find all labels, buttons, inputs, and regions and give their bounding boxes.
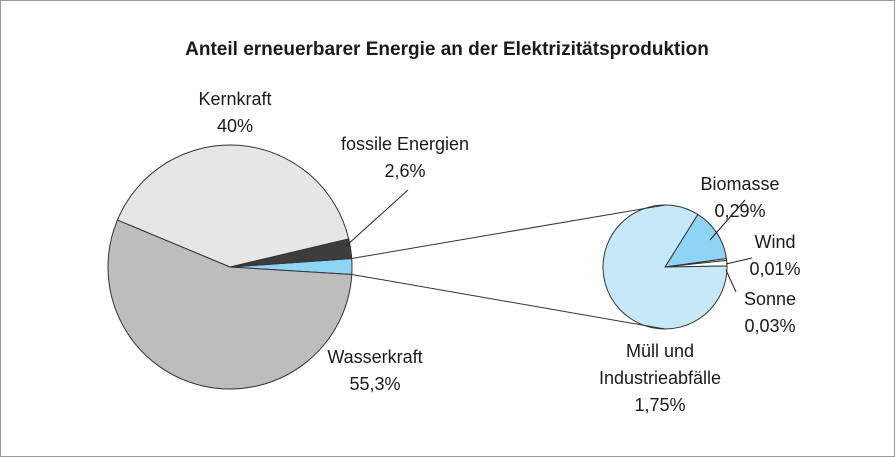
label-kernkraft: Kernkraft 40% bbox=[175, 86, 295, 140]
pie-slice bbox=[116, 144, 350, 268]
leader-line bbox=[725, 257, 753, 265]
pie-slice bbox=[107, 219, 353, 390]
leader-line bbox=[709, 199, 746, 241]
label-muell: Müll und Industrieabfälle 1,75% bbox=[590, 338, 730, 419]
category-label: Biomasse bbox=[700, 174, 780, 194]
category-label: Kernkraft bbox=[198, 89, 272, 109]
value-label: 2,6% bbox=[384, 161, 426, 181]
pie-slice bbox=[664, 213, 727, 268]
label-wasserkraft: Wasserkraft 55,3% bbox=[310, 344, 440, 398]
value-label: 0,03% bbox=[744, 316, 796, 336]
label-wind: Wind 0,01% bbox=[735, 229, 815, 283]
category-label: Wasserkraft bbox=[327, 347, 423, 367]
pie-slice bbox=[602, 204, 728, 330]
chart-title: Anteil erneuerbarer Energie an der Elekt… bbox=[185, 39, 709, 60]
leader-line bbox=[725, 269, 737, 293]
label-sonne: Sonne 0,03% bbox=[730, 286, 810, 340]
value-label: 40% bbox=[216, 116, 254, 136]
label-fossil: fossile Energien 2,6% bbox=[320, 131, 490, 185]
connector-line bbox=[351, 204, 666, 260]
category-label: fossile Energien bbox=[340, 134, 470, 154]
value-label: 0,01% bbox=[749, 259, 801, 279]
label-biomasse: Biomasse 0,29% bbox=[690, 171, 790, 225]
category-label: Sonne bbox=[743, 289, 797, 309]
value-label: 1,75% bbox=[634, 395, 686, 415]
leader-line bbox=[345, 189, 409, 247]
category-label: Müll und Industrieabfälle bbox=[598, 341, 722, 388]
value-label: 0,29% bbox=[714, 201, 766, 221]
category-label: Wind bbox=[754, 232, 796, 252]
leader-lines bbox=[345, 189, 753, 293]
connector-line bbox=[351, 273, 666, 330]
value-label: 55,3% bbox=[349, 374, 401, 394]
